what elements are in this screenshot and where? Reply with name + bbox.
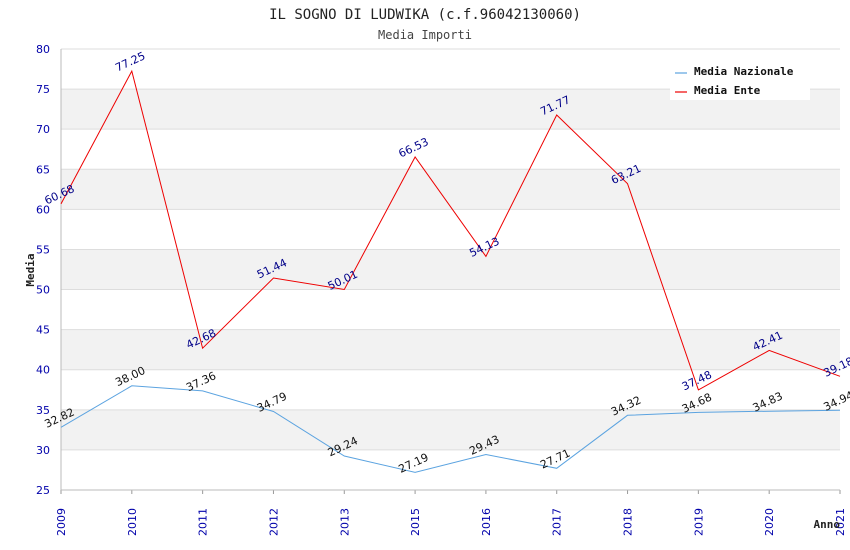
- y-tick-label: 80: [36, 43, 50, 56]
- y-tick-label: 40: [36, 364, 50, 377]
- x-tick-label: 2017: [551, 508, 564, 536]
- legend: Media Nazionale Media Ente: [670, 60, 810, 100]
- x-tick-label: 2011: [197, 508, 210, 536]
- grid-band: [61, 289, 840, 330]
- chart-title: IL SOGNO DI LUDWIKA (c.f.96042130060): [269, 7, 581, 23]
- y-tick-label: 70: [36, 123, 50, 136]
- y-tick-label: 65: [36, 163, 50, 176]
- grid-band: [61, 129, 840, 170]
- y-tick-label: 25: [36, 484, 50, 497]
- grid-band: [61, 449, 840, 490]
- series-line-media-nazionale: [60, 385, 841, 473]
- y-tick-label: 30: [36, 444, 50, 457]
- x-tick-label: 2019: [692, 508, 705, 536]
- x-tick-label: 2009: [55, 508, 68, 536]
- grid-band: [61, 249, 840, 290]
- series-line-media-ente: [60, 69, 841, 391]
- grid-band: [61, 329, 840, 370]
- x-tick-label: 2021: [834, 508, 847, 536]
- x-tick-label: 2010: [126, 508, 139, 536]
- axes: 25 30 35 40 45 50 55 60 65 70 75 80 2009 2010 2011 2012…: [36, 43, 847, 536]
- y-tick-label: 60: [36, 203, 50, 216]
- grid-band: [61, 409, 840, 450]
- x-tick-label: 2018: [622, 508, 635, 536]
- legend-label-media-nazionale: Media Nazionale: [694, 65, 794, 78]
- series-lines: [60, 69, 841, 473]
- x-tick-label: 2015: [409, 508, 422, 536]
- y-tick-label: 45: [36, 324, 50, 337]
- grid-band: [61, 169, 840, 210]
- grid-bands: [61, 48, 840, 491]
- y-axis-label: Media: [24, 253, 37, 286]
- chart-subtitle: Media Importi: [378, 28, 472, 42]
- y-tick-label: 75: [36, 83, 50, 96]
- x-axis-label: Anno: [814, 518, 841, 531]
- grid-band: [61, 209, 840, 250]
- legend-label-media-ente: Media Ente: [694, 84, 761, 97]
- x-tick-label: 2013: [338, 508, 351, 536]
- legend-box: [670, 60, 810, 100]
- y-tick-label: 55: [36, 243, 50, 256]
- y-tick-label: 50: [36, 284, 50, 297]
- y-tick-label: 35: [36, 404, 50, 417]
- x-tick-label: 2016: [480, 508, 493, 536]
- x-tick-label: 2012: [267, 508, 280, 536]
- x-tick-label: 2020: [763, 508, 776, 536]
